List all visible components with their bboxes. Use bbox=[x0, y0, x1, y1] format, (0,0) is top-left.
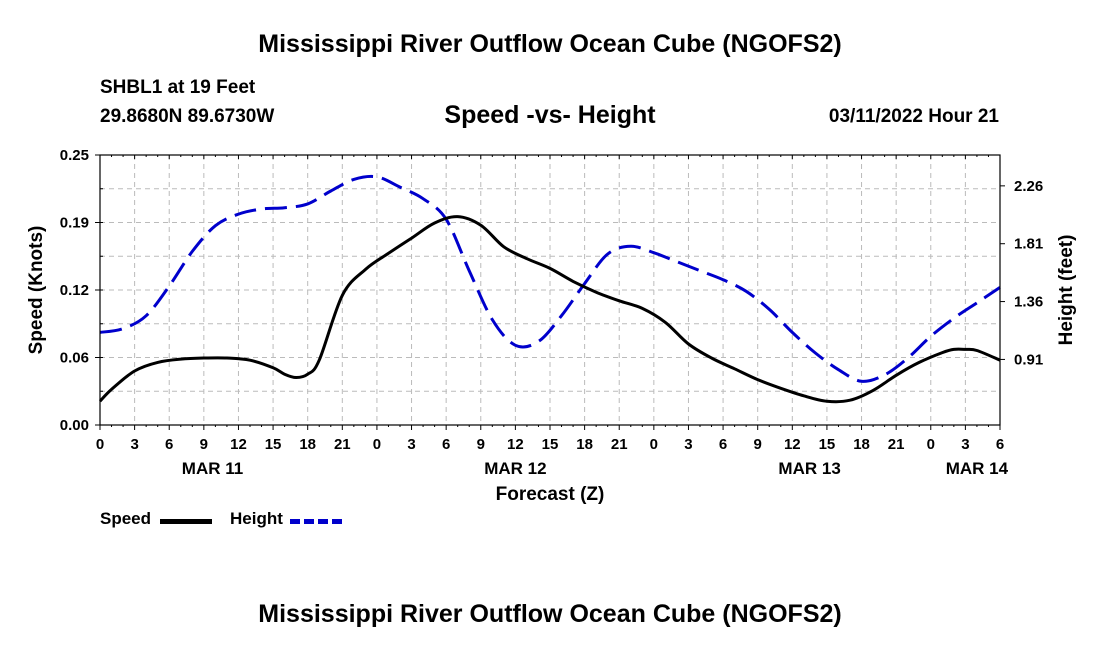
x-tick-label: 18 bbox=[299, 436, 316, 453]
y-left-tick-label: 0.25 bbox=[60, 147, 89, 164]
x-tick-label: 0 bbox=[650, 436, 658, 453]
x-tick-label: 3 bbox=[130, 436, 138, 453]
x-tick-label: 21 bbox=[334, 436, 351, 453]
chart-subtitle: Speed -vs- Height bbox=[444, 101, 656, 129]
y-axis-left-title: Speed (Knots) bbox=[26, 226, 47, 355]
legend-height-label: Height bbox=[230, 509, 283, 528]
series-layer bbox=[98, 174, 1001, 404]
station-label: SHBL1 at 19 Feet bbox=[100, 77, 256, 98]
x-tick-label: 12 bbox=[784, 436, 801, 453]
x-tick-label: 21 bbox=[888, 436, 905, 453]
y-left-tick-label: 0.12 bbox=[60, 282, 89, 299]
legend-speed-swatch bbox=[160, 519, 212, 524]
forecast-datetime: 03/11/2022 Hour 21 bbox=[828, 106, 999, 127]
y-left-tick-label: 0.00 bbox=[60, 417, 89, 434]
x-tick-label: 15 bbox=[819, 436, 836, 453]
x-tick-label: 12 bbox=[507, 436, 524, 453]
date-label: MAR 14 bbox=[946, 459, 1009, 478]
x-tick-label: 0 bbox=[373, 436, 381, 453]
x-tick-label: 0 bbox=[927, 436, 935, 453]
legend-speed-label: Speed bbox=[100, 509, 152, 528]
y-left-tick-label: 0.06 bbox=[60, 350, 89, 367]
chart-title: Mississippi River Outflow Ocean Cube (NG… bbox=[258, 30, 842, 58]
x-tick-label: 3 bbox=[684, 436, 692, 453]
y-right-tick-label: 1.81 bbox=[1014, 236, 1043, 253]
height-series-line bbox=[99, 174, 1001, 383]
x-tick-label: 15 bbox=[265, 436, 282, 453]
speed-height-chart: 0 3 6 9 12 15 18 21 0 3 6 9 12 15 18 21 0 3 6 9 12 15 18 21 0 3 6M… bbox=[26, 147, 1077, 505]
grid-layer bbox=[100, 155, 1000, 425]
x-tick-label: 18 bbox=[576, 436, 593, 453]
x-axis-title: Forecast (Z) bbox=[496, 484, 605, 505]
axis-label-layer: Forecast (Z) Speed (Knots) Height (feet) bbox=[26, 226, 1077, 505]
x-tick-label: 15 bbox=[542, 436, 559, 453]
x-tick-label: 6 bbox=[996, 436, 1004, 453]
x-tick-label: 9 bbox=[477, 436, 485, 453]
x-tick-label: 18 bbox=[853, 436, 870, 453]
x-tick-label: 6 bbox=[165, 436, 173, 453]
station-coordinates: 29.8680N 89.6730W bbox=[100, 106, 275, 127]
x-tick-label: 12 bbox=[230, 436, 247, 453]
x-tick-label: 0 bbox=[96, 436, 104, 453]
footer-title: Mississippi River Outflow Ocean Cube (NG… bbox=[258, 600, 842, 628]
x-tick-label: 9 bbox=[200, 436, 208, 453]
y-axis-right-title: Height (feet) bbox=[1056, 235, 1077, 346]
date-label: MAR 11 bbox=[182, 459, 243, 478]
tick-layer: 0 3 6 9 12 15 18 21 0 3 6 9 12 15 18 21 0 3 6 9 12 15 18 21 0 3 6M… bbox=[60, 147, 1043, 478]
x-tick-label: 3 bbox=[407, 436, 415, 453]
speed-series-line bbox=[98, 215, 1001, 404]
x-tick-label: 6 bbox=[719, 436, 727, 453]
x-tick-label: 21 bbox=[611, 436, 628, 453]
y-right-tick-label: 2.26 bbox=[1014, 178, 1043, 195]
y-left-tick-label: 0.19 bbox=[60, 215, 89, 232]
date-label: MAR 13 bbox=[778, 459, 840, 478]
x-tick-label: 6 bbox=[442, 436, 450, 453]
date-label: MAR 12 bbox=[484, 459, 546, 478]
x-tick-label: 3 bbox=[961, 436, 969, 453]
y-right-tick-label: 1.36 bbox=[1014, 294, 1043, 311]
legend-height-swatch bbox=[290, 519, 342, 524]
y-right-tick-label: 0.91 bbox=[1014, 351, 1043, 368]
x-tick-label: 9 bbox=[754, 436, 762, 453]
